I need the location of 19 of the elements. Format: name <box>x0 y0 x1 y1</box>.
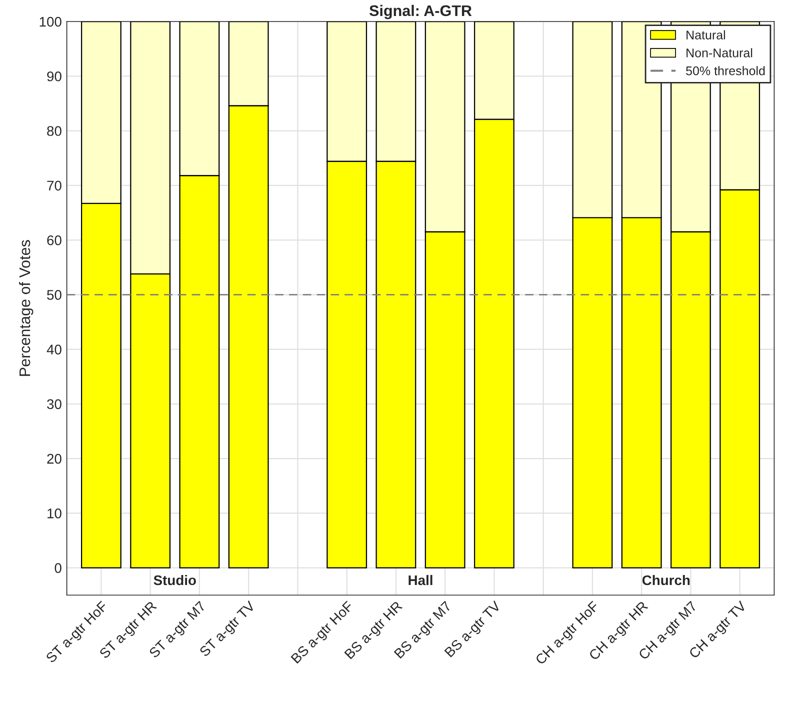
y-tick-label: 90 <box>47 71 62 82</box>
legend-label: 50% threshold <box>686 66 765 76</box>
y-tick-label: 10 <box>48 508 62 518</box>
annotation: Studio <box>154 574 196 586</box>
y-tick-label: 50 <box>47 290 62 300</box>
legend-label: Non-Natural <box>686 48 752 58</box>
y-tick-label: 40 <box>46 344 62 354</box>
y-tick-label: 70 <box>47 180 62 191</box>
y-tick-label: 0 <box>54 563 62 573</box>
annotation: Church <box>642 574 690 586</box>
y-tick-label: 100 <box>40 16 62 27</box>
y-axis-title: Percentage of Votes <box>19 240 34 376</box>
chart-title: Signal: A-GTR <box>369 4 472 20</box>
y-tick-label: 60 <box>47 235 62 246</box>
y-tick-label: 30 <box>47 399 62 410</box>
y-tick-label: 80 <box>47 126 62 136</box>
annotation: Hall <box>408 574 432 586</box>
legend-label: Natural <box>686 30 726 40</box>
y-tick-label: 20 <box>47 454 62 464</box>
